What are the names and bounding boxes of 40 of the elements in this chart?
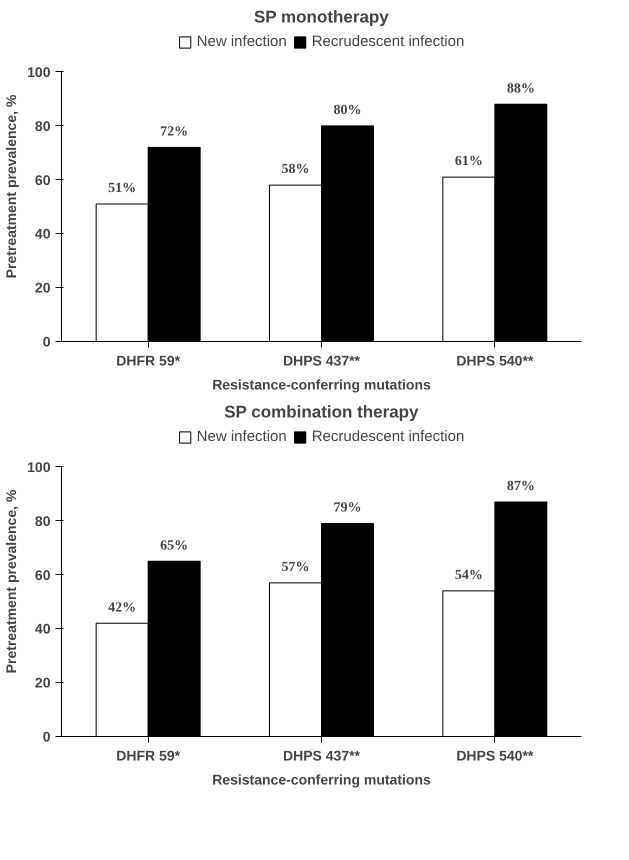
x-tick-label: DHFR 59*: [116, 352, 181, 368]
x-tick-label: DHPS 540**: [456, 748, 534, 764]
legend-label: Recrudescent infection: [312, 428, 464, 445]
y-tick-label: 80: [34, 512, 51, 529]
y-tick-label: 80: [34, 118, 51, 134]
y-tick-label: 60: [34, 566, 51, 583]
x-tick-label: DHPS 540**: [456, 352, 534, 368]
y-tick-label: 100: [27, 458, 51, 475]
data-label: 80%: [334, 102, 362, 118]
y-tick-label: 20: [34, 674, 51, 691]
chart-title: SP combination therapy: [224, 402, 420, 422]
x-tick-label: DHPS 437**: [282, 748, 361, 764]
data-label: 57%: [282, 560, 310, 575]
legend-label: Recrudescent infection: [312, 33, 464, 50]
data-label: 88%: [506, 81, 535, 96]
x-tick-label: DHFR 59*: [116, 748, 181, 764]
chart-title: SP monotherapy: [254, 8, 390, 26]
x-tick-label: DHPS 437**: [282, 352, 361, 368]
y-axis-title: Pretreatment prevalence, %: [3, 94, 20, 278]
y-tick-label: 20: [34, 280, 51, 296]
legend-label: New infection: [196, 428, 287, 445]
data-label: 65%: [160, 538, 188, 554]
y-tick-label: 0: [42, 728, 51, 744]
x-axis-title: Resistance-conferring mutations: [212, 772, 432, 788]
y-tick-label: 40: [34, 226, 51, 242]
data-label: 42%: [108, 600, 136, 616]
legend-label: New infection: [196, 33, 287, 50]
y-tick-label: 60: [34, 172, 51, 188]
data-label: 79%: [334, 500, 362, 516]
y-tick-label: 100: [27, 64, 51, 80]
data-label: 51%: [108, 181, 136, 196]
data-label: 54%: [454, 568, 483, 583]
x-axis-title: Resistance-conferring mutations: [212, 376, 432, 392]
y-tick-label: 0: [42, 334, 51, 350]
data-label: 61%: [454, 154, 483, 170]
y-tick-label: 40: [34, 620, 51, 637]
data-label: 58%: [282, 162, 310, 178]
y-axis-title: Pretreatment prevalence, %: [3, 489, 20, 674]
data-label: 87%: [506, 478, 535, 494]
data-label: 72%: [160, 124, 188, 140]
